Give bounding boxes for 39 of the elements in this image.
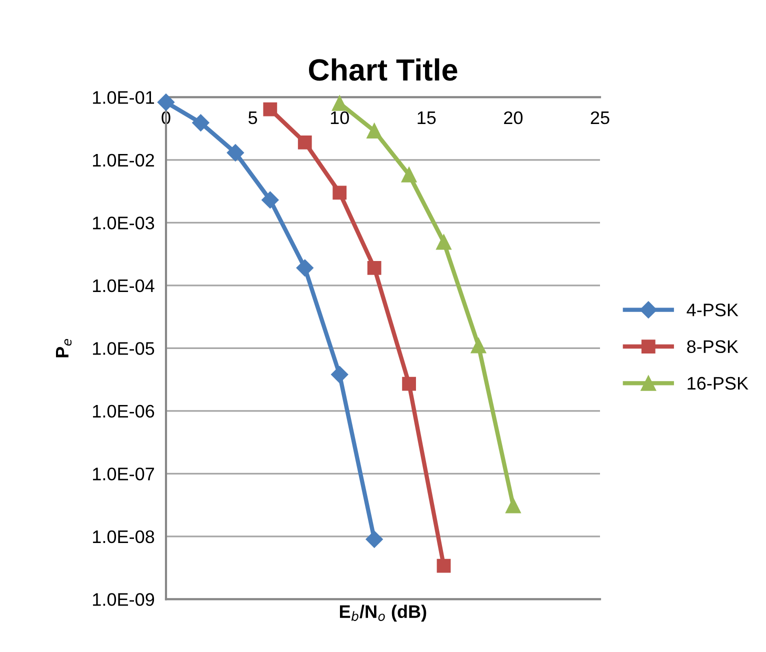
point bbox=[263, 102, 278, 116]
point bbox=[192, 114, 210, 132]
y-tick-label: 1.0E-08 bbox=[93, 530, 154, 544]
point bbox=[402, 376, 416, 391]
point bbox=[157, 94, 175, 111]
point bbox=[331, 366, 348, 384]
point bbox=[298, 135, 312, 150]
point bbox=[506, 498, 521, 514]
y-tick-label: 1.0E-01 bbox=[93, 91, 154, 104]
point bbox=[470, 338, 486, 354]
point bbox=[296, 259, 314, 276]
y-tick-label: 1.0E-06 bbox=[93, 404, 154, 418]
y-tick-label: 1.0E-05 bbox=[93, 342, 154, 355]
legend-label: 8-PSK bbox=[687, 340, 738, 354]
x-tick-label: 10 bbox=[330, 111, 349, 124]
x-tick-label: 5 bbox=[248, 112, 258, 124]
y-tick-label: 1.0E-07 bbox=[93, 468, 154, 480]
x-tick-label: 20 bbox=[504, 111, 523, 124]
point bbox=[332, 96, 348, 111]
y-tick-label: 1.0E-02 bbox=[93, 154, 154, 167]
point bbox=[226, 144, 244, 162]
legend-label: 4-PSK bbox=[686, 304, 738, 316]
point bbox=[366, 530, 383, 548]
point bbox=[366, 123, 382, 139]
point bbox=[401, 167, 417, 182]
point bbox=[262, 191, 279, 209]
y-tick-label: 1.0E-03 bbox=[93, 216, 154, 230]
point bbox=[436, 234, 452, 250]
chart-title: Chart Title bbox=[308, 58, 458, 81]
y-axis-title: P$_{e}$ bbox=[56, 339, 72, 358]
x-tick-label: 15 bbox=[418, 112, 436, 124]
x-tick-label: 25 bbox=[590, 111, 610, 124]
point bbox=[332, 186, 347, 200]
x-axis-title: E$_{b}$/N$_{o}$ (dB) bbox=[340, 604, 426, 622]
point bbox=[436, 558, 451, 573]
y-tick-label: 1.0E-09 bbox=[93, 593, 154, 606]
y-tick-label: 1.0E-04 bbox=[93, 279, 154, 292]
point bbox=[367, 260, 382, 275]
legend-label: 16-PSK bbox=[688, 376, 748, 390]
